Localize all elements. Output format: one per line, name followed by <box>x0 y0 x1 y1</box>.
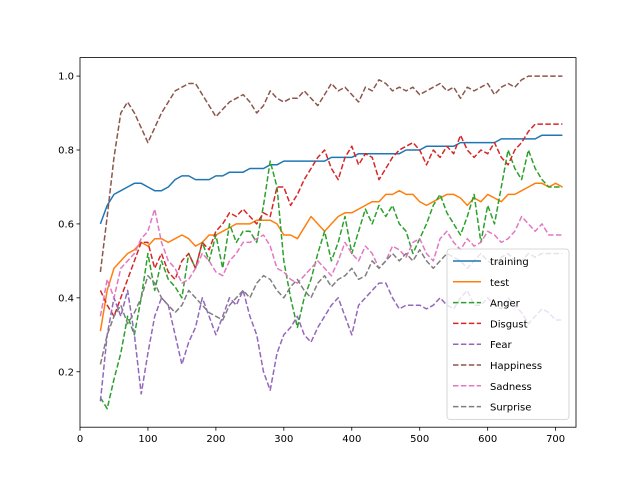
x-tick-label: 0 <box>77 434 83 445</box>
y-axis: 0.2 0.4 0.6 0.8 1.0 <box>58 72 80 378</box>
legend-label-fear: Fear <box>490 340 512 351</box>
y-tick-label: 0.8 <box>58 146 74 157</box>
x-axis: 0 100 200 300 400 500 600 700 <box>77 427 565 445</box>
x-tick-label: 500 <box>410 434 429 445</box>
legend-label-training: training <box>490 257 529 268</box>
y-tick-label: 0.2 <box>58 367 74 378</box>
legend-label-disgust: Disgust <box>490 319 528 330</box>
x-tick-label: 100 <box>138 434 157 445</box>
x-tick-label: 200 <box>206 434 225 445</box>
legend-label-sadness: Sadness <box>490 382 532 393</box>
legend-label-surprise: Surprise <box>490 403 531 414</box>
series-line-test <box>99 182 563 332</box>
plot-frame <box>79 57 577 428</box>
series-line-sadness <box>99 208 563 317</box>
x-tick-label: 700 <box>546 434 565 445</box>
legend-box <box>446 248 570 420</box>
y-tick-label: 0.6 <box>58 219 74 230</box>
series-line-happiness <box>99 75 563 273</box>
x-tick-label: 600 <box>478 434 497 445</box>
legend-label-anger: Anger <box>490 299 521 310</box>
x-tick-label: 300 <box>274 434 293 445</box>
series-line-anger <box>99 149 563 410</box>
legend: training test Anger Disgust Fear Happiness Sad… <box>446 248 570 420</box>
y-tick-label: 0.4 <box>58 293 74 304</box>
x-tick-label: 400 <box>342 434 361 445</box>
legend-label-test: test <box>490 278 509 289</box>
legend-label-happiness: Happiness <box>490 361 542 372</box>
y-tick-label: 1.0 <box>58 72 74 83</box>
plot-lines <box>99 75 563 410</box>
series-line-training <box>99 134 563 225</box>
